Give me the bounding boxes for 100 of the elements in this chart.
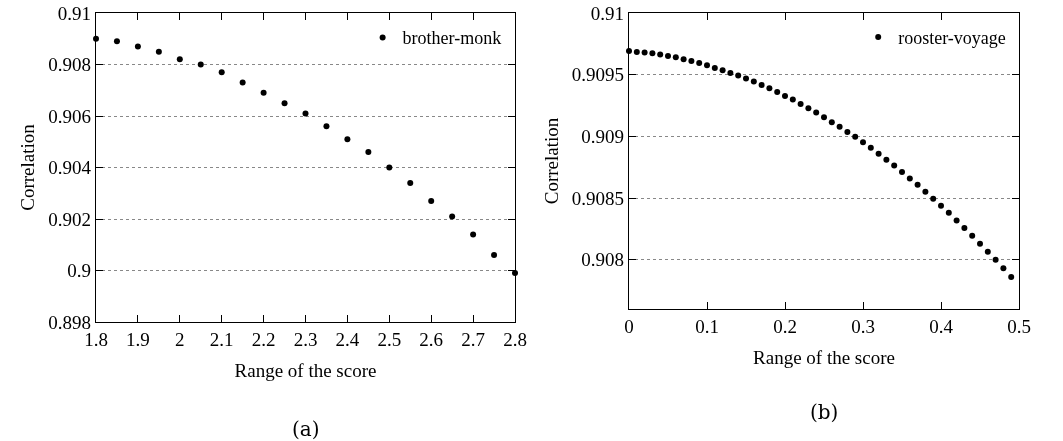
- text: (a): [292, 417, 320, 441]
- point: [891, 162, 898, 169]
- point: [704, 62, 710, 69]
- y-tick-label: 0.906: [48, 105, 91, 127]
- y-tick-label: 0.9095: [571, 64, 624, 86]
- point: [836, 123, 843, 130]
- point: [930, 195, 937, 202]
- y-tick-label: 0.9085: [571, 187, 624, 209]
- point: [470, 231, 477, 238]
- point: [1000, 265, 1007, 272]
- x-tick-label: 2.5: [377, 329, 402, 351]
- point: [134, 43, 141, 50]
- point: [961, 225, 968, 232]
- x-tick-label: 0.3: [851, 316, 875, 338]
- point: [860, 139, 866, 146]
- x-tick-label: 0.1: [695, 316, 719, 338]
- x-tick-label: 0.2: [773, 316, 797, 338]
- point: [649, 50, 656, 57]
- point: [758, 81, 765, 88]
- point: [711, 64, 718, 71]
- point: [922, 188, 929, 195]
- point: [665, 52, 671, 59]
- x-tick-label: 2.1: [209, 329, 234, 351]
- x-axis-title: Range of the score: [753, 346, 895, 368]
- point: [197, 61, 204, 68]
- x-tick-label: 0.4: [929, 316, 954, 338]
- y-tick-label: 0.904: [48, 157, 92, 179]
- point: [782, 92, 788, 99]
- text: (b): [810, 400, 839, 424]
- point: [113, 38, 120, 45]
- point: [735, 72, 742, 79]
- point: [449, 213, 456, 220]
- point: [719, 67, 726, 74]
- point: [945, 209, 952, 216]
- legend-label: rooster-voyage: [898, 28, 1006, 49]
- y-tick-label: 0.902: [48, 208, 91, 230]
- point: [641, 49, 648, 56]
- point: [680, 56, 687, 63]
- point: [688, 57, 695, 64]
- point: [239, 79, 246, 86]
- point: [407, 179, 414, 186]
- point: [774, 88, 781, 95]
- point: [633, 48, 640, 55]
- point: [867, 144, 874, 151]
- point: [789, 96, 796, 103]
- x-tick-label: 2.7: [461, 329, 485, 351]
- point: [281, 100, 288, 107]
- x-tick-label: 1.9: [126, 329, 150, 351]
- legend-label: brother-monk: [402, 28, 502, 49]
- x-tick-label: 2.4: [335, 329, 360, 351]
- x-tick-label: 0: [624, 316, 634, 338]
- point: [828, 119, 835, 126]
- point: [218, 69, 225, 76]
- point: [805, 105, 812, 112]
- point: [743, 75, 749, 82]
- y-tick-label: 0.9: [67, 260, 91, 282]
- point: [984, 248, 991, 255]
- point: [727, 69, 734, 76]
- point: [875, 150, 882, 157]
- x-axis-title: Range of the score: [234, 359, 377, 381]
- point: [1008, 273, 1015, 280]
- point: [365, 149, 372, 156]
- point: [657, 51, 664, 58]
- point: [992, 256, 999, 263]
- point: [852, 133, 859, 140]
- point: [797, 100, 804, 107]
- point: [906, 175, 913, 182]
- point: [899, 169, 905, 176]
- point: [914, 181, 921, 188]
- point: [844, 128, 851, 135]
- point: [386, 164, 393, 171]
- point: [428, 197, 435, 204]
- point: [696, 59, 703, 66]
- point: [155, 48, 162, 55]
- point: [953, 217, 960, 224]
- y-tick-label: 0.908: [581, 249, 624, 271]
- x-tick-label: 2: [175, 329, 185, 351]
- point: [977, 240, 983, 247]
- point: [323, 123, 330, 130]
- y-axis-title: Correlation: [17, 123, 39, 211]
- point: [672, 54, 679, 61]
- y-tick-label: 0.91: [590, 2, 624, 24]
- x-tick-label: 2.6: [419, 329, 444, 351]
- y-tick-label: 0.909: [581, 125, 624, 147]
- point: [938, 202, 944, 209]
- x-tick-label: 2.8: [503, 329, 527, 351]
- point: [821, 114, 827, 121]
- point: [813, 109, 820, 116]
- point: [883, 156, 890, 163]
- x-tick-label: 2.2: [251, 329, 276, 351]
- x-tick-label: 0.5: [1007, 316, 1031, 338]
- point: [626, 47, 632, 54]
- y-tick-label: 0.908: [48, 54, 91, 76]
- point: [969, 232, 976, 239]
- point: [260, 89, 267, 96]
- y-axis-title: Correlation: [540, 117, 562, 205]
- y-tick-label: 0.91: [57, 2, 91, 24]
- point: [750, 78, 757, 85]
- point: [176, 56, 183, 63]
- point: [344, 136, 351, 143]
